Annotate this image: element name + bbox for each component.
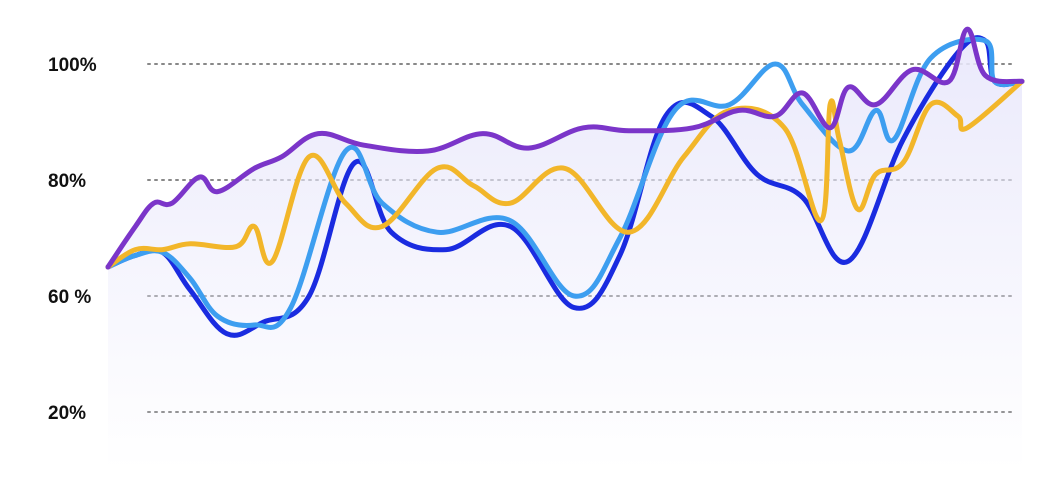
y-tick-label: 20%: [48, 403, 86, 424]
y-tick-label: 60 %: [48, 287, 91, 308]
y-tick-label: 80%: [48, 171, 86, 192]
series-line-3: [105, 78, 1025, 270]
y-tick-label: 100%: [48, 55, 97, 76]
series-line-2: [105, 36, 1025, 330]
series-line-1: [105, 35, 1025, 338]
series-lines: [105, 26, 1025, 338]
y-axis-tick-labels: 100% 80% 60 % 20%: [48, 55, 97, 424]
series-line-4: [105, 26, 1025, 270]
